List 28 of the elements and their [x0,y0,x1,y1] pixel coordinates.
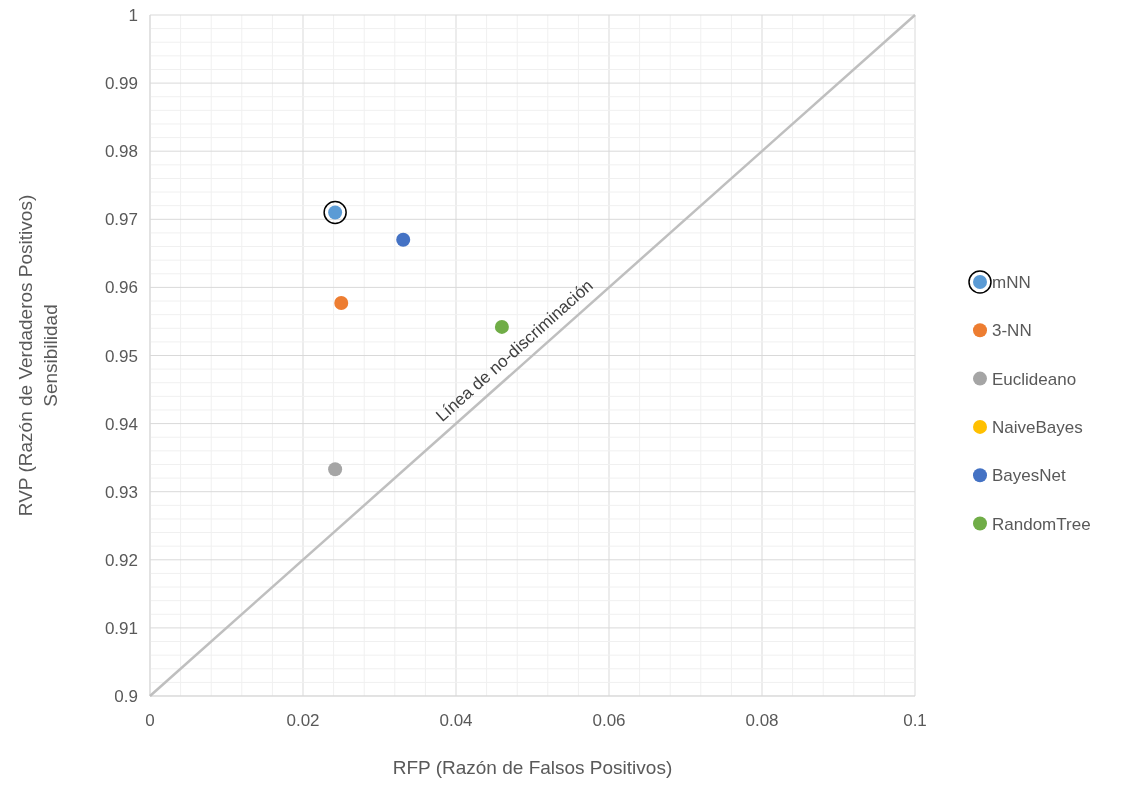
x-tick-label: 0.02 [286,711,320,730]
y-tick-label: 0.92 [104,550,138,570]
x-tick-label: 0.1 [903,711,927,730]
point [334,296,349,311]
point [396,232,411,247]
y-tick-label: 0.98 [104,142,138,162]
y-tick-label: 0.91 [104,618,138,638]
y-tick-label: 0.96 [104,278,138,298]
y-tick-label: 0.95 [104,346,138,366]
legend-label: 3-NN [992,321,1032,341]
x-tick-label: 0.08 [745,711,779,730]
y-axis-title: RVP (Razón de Verdaderos Positivos) Sensibilidad [15,194,61,517]
x-axis-title: RFP (Razón de Falsos Positivos) [392,757,673,778]
y-tick-label: 0.94 [104,414,138,434]
legend-label: NaiveBayes [992,417,1083,437]
legend-label: mNN [992,273,1031,292]
y-tick-label: 0.9 [114,687,138,706]
x-tick-label: 0.06 [592,711,626,730]
x-tick-label: 0.04 [439,711,473,730]
legend-label: BayesNet [992,466,1066,486]
point [328,462,343,477]
x-tick-label: 0 [145,711,155,730]
y-tick-label: 0.97 [104,210,138,230]
y-tick-label: 0.93 [104,482,138,502]
y-tick-label: 0.99 [104,74,138,94]
legend-label: Euclideano [992,369,1077,389]
y-tick-label: 1 [128,6,138,25]
legend-label: RandomTree [992,514,1091,534]
